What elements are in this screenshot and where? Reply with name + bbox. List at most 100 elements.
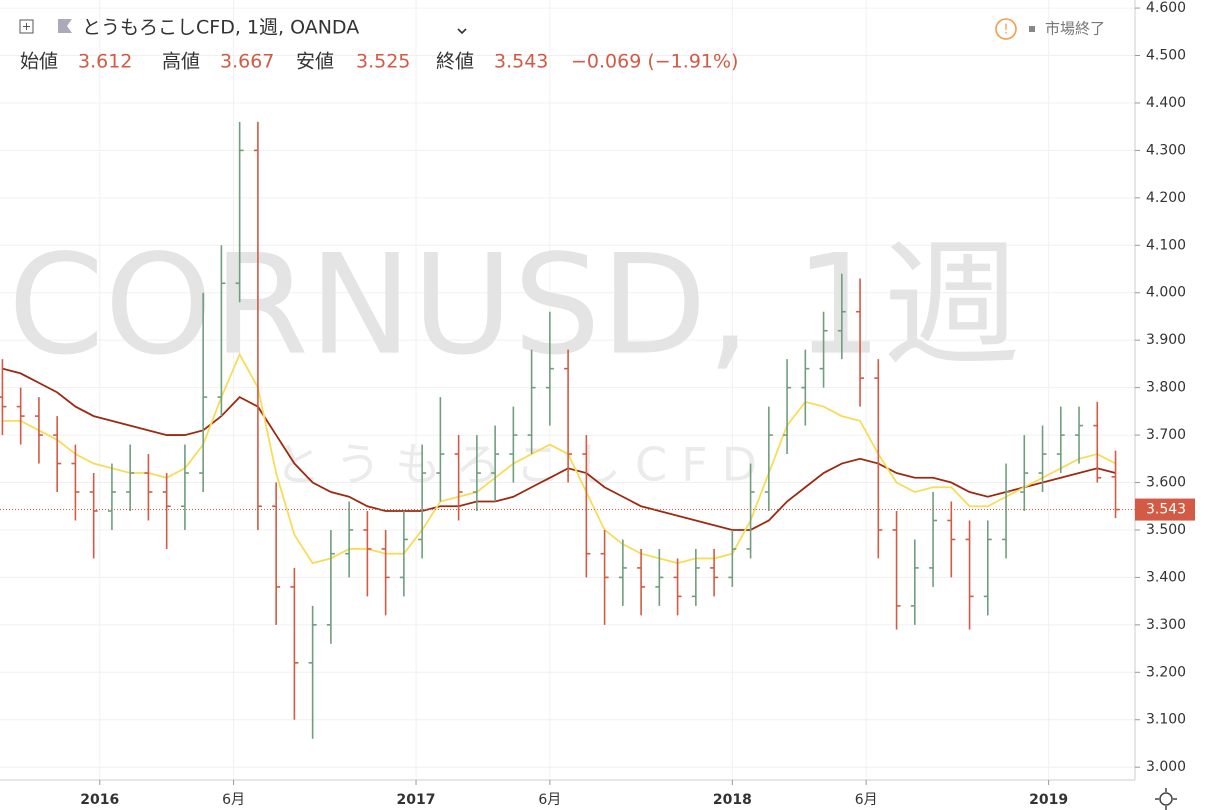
ohlc-bar (837, 273, 846, 360)
status-dot (1029, 26, 1035, 32)
x-tick-label: 6月 (222, 792, 245, 808)
ohlc-bar (929, 492, 938, 587)
ohlc-bar (491, 425, 500, 502)
y-tick-label: 3.700 (1146, 427, 1186, 443)
moving-average-line (2, 352, 1116, 565)
ohlc-bar (819, 311, 828, 388)
y-tick-label: 3.600 (1146, 475, 1186, 491)
ohlc-bar (472, 435, 481, 511)
plot (0, 121, 1135, 739)
ohlc-bar (801, 349, 810, 426)
status-icon[interactable] (995, 18, 1017, 40)
ohlc-bar (655, 548, 664, 606)
open-value: 3.612 (78, 51, 132, 73)
x-tick-label: 2016 (80, 792, 119, 808)
ohlc-bar (345, 501, 354, 578)
ohlc-bar (892, 510, 901, 630)
ohlc-bar (418, 444, 427, 559)
low-value: 3.525 (356, 51, 410, 73)
ohlc-bar (199, 292, 208, 493)
ohlc-bar (1038, 425, 1047, 493)
ohlc-bar (673, 558, 682, 616)
ohlc-bar (399, 510, 408, 597)
ohlc-bar (381, 529, 390, 616)
ohlc-bar (856, 278, 865, 407)
ohlc-bar (0, 359, 7, 436)
ohlc-bar (910, 539, 919, 625)
y-tick-label: 3.300 (1146, 617, 1186, 633)
ohlc-bar (235, 121, 244, 303)
ohlc-bar (326, 529, 335, 644)
ohlc-bar (983, 520, 992, 616)
y-tick-label: 4.000 (1146, 285, 1186, 301)
y-tick-label: 3.400 (1146, 569, 1186, 585)
status: 市場終了 (1045, 20, 1105, 38)
x-tick-label: 6月 (855, 792, 878, 808)
moving-average-line (2, 367, 1116, 531)
change-value: −0.069 (−1.91%) (571, 51, 738, 73)
close-value: 3.543 (494, 51, 548, 73)
ohlc-bar (691, 548, 700, 606)
ohlc-bar (89, 473, 98, 559)
x-tick-label: 2018 (713, 792, 752, 808)
add-icon[interactable] (19, 19, 34, 34)
ohlc-bar (363, 510, 372, 597)
y-tick-label: 4.600 (1146, 0, 1186, 16)
ohlc-bar (874, 359, 883, 559)
y-tick-label: 4.300 (1146, 142, 1186, 158)
ohlc-bar (600, 529, 609, 625)
ohlc-bar (253, 121, 262, 530)
ohlc-bar (618, 539, 627, 606)
watermark-sub: とうもろこしCFD (275, 438, 771, 492)
ohlc-bar (217, 245, 226, 417)
ohlc-bar (107, 463, 116, 530)
dropdown-icon[interactable] (457, 28, 467, 35)
settings-icon-spokes (1155, 788, 1177, 810)
watermark: CORNUSD, 1週 (8, 225, 1021, 386)
add-icon-plus (23, 23, 30, 30)
ohlc-bar (764, 406, 773, 511)
y-tick-label: 3.100 (1146, 712, 1186, 728)
settings-icon[interactable] (1159, 792, 1173, 806)
ohlc-bar (1020, 435, 1029, 511)
open-label: 始値 (20, 51, 58, 73)
y-tick-label: 4.100 (1146, 237, 1186, 253)
ohlc-bar (436, 397, 445, 502)
y-tick-label: 4.200 (1146, 190, 1186, 206)
ohlc-bar (16, 387, 25, 445)
grid (0, 0, 1135, 780)
last-price-label: 3.543 (1146, 502, 1186, 518)
ohlc-bar (783, 359, 792, 455)
y-tick-label: 3.800 (1146, 380, 1186, 396)
ohlc-bar (582, 435, 591, 578)
last-price-box (1135, 498, 1195, 521)
ohlc-bar (34, 397, 43, 464)
ohlc-bar (947, 501, 956, 578)
flag-icon[interactable] (58, 19, 72, 33)
ohlc-bar (71, 444, 80, 521)
y-tick-label: 3.900 (1146, 332, 1186, 348)
ohlc-bar (564, 349, 573, 483)
x-tick-label: 6月 (538, 792, 561, 808)
low-label: 安値 (296, 51, 334, 73)
ohlc-bar (728, 529, 737, 587)
symbol[interactable]: とうもろこしCFD, 1週, OANDA (82, 17, 359, 39)
ohlc-bar (308, 605, 317, 739)
ohlc-bar (290, 567, 299, 720)
high-label: 高値 (162, 51, 200, 73)
high-value: 3.667 (220, 51, 274, 73)
y-tick-label: 4.400 (1146, 95, 1186, 111)
ohlc-bar (180, 444, 189, 530)
ohlc-bar (637, 548, 646, 616)
ohlc-bar (710, 548, 719, 597)
close-label: 終値 (436, 51, 474, 73)
ohlc-bar (509, 406, 518, 483)
x-tick-label: 2017 (397, 792, 436, 808)
ohlc-bar (162, 473, 171, 549)
ohlc-bar (527, 349, 536, 455)
ohlc-bar (746, 463, 755, 559)
ohlc-bar (1056, 406, 1065, 474)
ohlc-bar (1075, 406, 1084, 464)
